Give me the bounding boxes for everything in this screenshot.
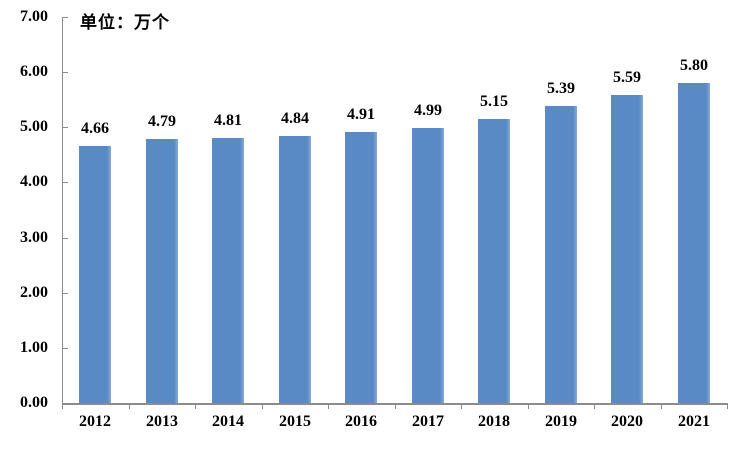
y-axis-label: 1.00 [20,339,48,356]
x-axis-label: 2019 [545,413,577,430]
value-label: 4.99 [414,102,442,119]
bar-2020 [611,95,643,403]
value-label: 4.81 [214,112,242,129]
y-axis-label: 7.00 [20,8,48,25]
y-axis-label: 6.00 [20,63,48,80]
x-axis-label: 2015 [279,413,311,430]
x-axis-tick [594,405,595,409]
x-axis-tick [661,405,662,409]
y-axis-label: 4.00 [20,173,48,190]
x-axis-label: 2014 [212,413,244,430]
x-axis-label: 2017 [412,413,444,430]
x-axis-tick [395,405,396,409]
x-axis-label: 2012 [79,413,111,430]
bar-2015 [279,136,311,403]
value-label: 5.39 [547,80,575,97]
x-axis-tick [62,405,63,409]
x-axis-tick [129,405,130,409]
y-axis-label: 0.00 [20,394,48,411]
y-axis-label: 2.00 [20,284,48,301]
x-axis-tick [461,405,462,409]
x-axis-tick [727,405,728,409]
x-axis-label: 2016 [345,413,377,430]
x-axis-tick [528,405,529,409]
y-axis-label: 5.00 [20,118,48,135]
bar-2019 [545,106,577,403]
value-label: 5.59 [613,69,641,86]
x-axis-label: 2020 [611,413,643,430]
value-label: 4.66 [81,120,109,137]
bar-2014 [212,138,244,403]
y-axis-tick [63,72,68,73]
x-axis-label: 2013 [146,413,178,430]
y-axis-tick [63,182,68,183]
value-label: 4.79 [148,113,176,130]
bar-2021 [678,83,710,403]
x-axis-label: 2021 [678,413,710,430]
value-label: 4.91 [347,106,375,123]
y-axis-tick [63,293,68,294]
bar-2016 [345,132,377,403]
value-label: 5.80 [680,57,708,74]
x-axis-tick [328,405,329,409]
y-axis-tick [63,403,68,404]
y-axis-tick [63,238,68,239]
x-axis-line [62,403,728,405]
bar-2018 [478,119,510,403]
bar-2013 [146,139,178,403]
bar-2017 [412,128,444,403]
y-axis-label: 3.00 [20,229,48,246]
value-label: 4.84 [281,110,309,127]
bar-2012 [79,146,111,403]
y-axis-tick [63,17,68,18]
value-label: 5.15 [480,93,508,110]
x-axis-label: 2018 [478,413,510,430]
y-axis-tick [63,127,68,128]
y-axis-tick [63,348,68,349]
x-axis-tick [195,405,196,409]
x-axis-tick [262,405,263,409]
unit-label: 单位：万个 [80,13,170,32]
y-axis-line [62,17,63,404]
